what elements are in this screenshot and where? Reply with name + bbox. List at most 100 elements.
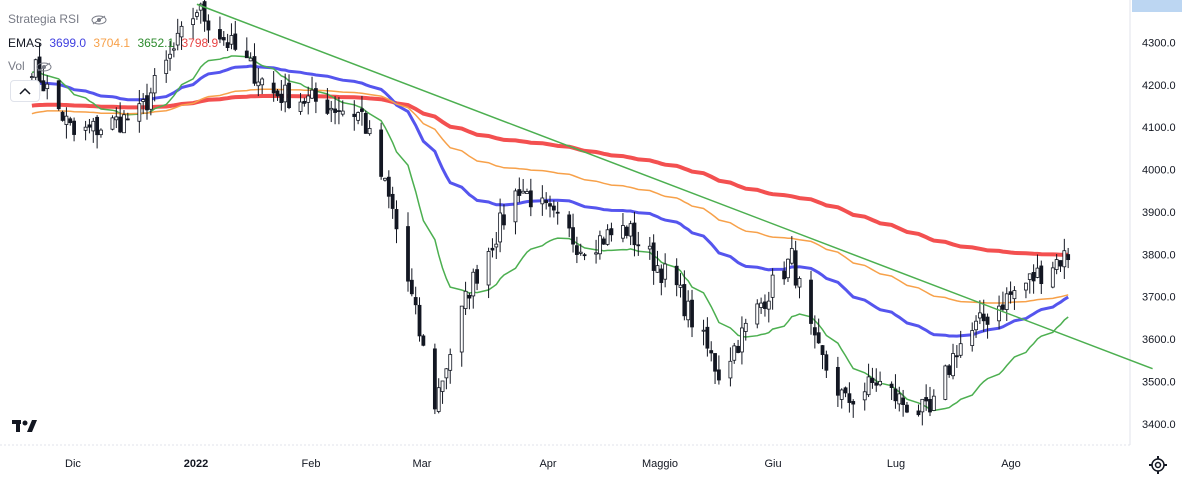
downtrend-line[interactable] xyxy=(196,3,1153,370)
ema-line-100 xyxy=(31,88,1069,304)
candle-body xyxy=(137,103,142,122)
candle-body xyxy=(498,212,503,243)
candle-body xyxy=(1027,273,1032,280)
candle-body xyxy=(141,99,146,102)
trendline-group[interactable] xyxy=(196,3,1153,370)
price-tick-label: 4100.0 xyxy=(1142,122,1176,134)
candle-body xyxy=(413,297,418,306)
candle-body xyxy=(68,118,73,124)
candle-body xyxy=(260,78,265,86)
candle-body xyxy=(490,247,495,251)
candle-body xyxy=(379,129,384,177)
candle-body xyxy=(333,108,337,113)
candle-body xyxy=(947,365,952,375)
candle-body xyxy=(816,332,821,344)
candle-body xyxy=(1050,267,1055,288)
time-tick-label: Mar xyxy=(413,458,432,470)
candle-body xyxy=(471,271,476,297)
legend-strategy-row[interactable]: Strategia RSI xyxy=(8,12,107,26)
candle-body xyxy=(766,300,771,310)
candle-body xyxy=(122,114,126,134)
hide-eye-icon[interactable] xyxy=(91,15,107,25)
candle-body xyxy=(436,387,441,412)
candle-body xyxy=(244,50,249,59)
candle-body xyxy=(835,366,840,396)
candle-body xyxy=(743,322,748,332)
candle-body xyxy=(981,313,986,322)
collapse-legend-button[interactable] xyxy=(10,80,40,102)
candle-body xyxy=(674,265,679,286)
candle-body xyxy=(83,126,88,131)
candle-body xyxy=(310,89,314,99)
candle-body xyxy=(1024,282,1028,291)
strategy-title: Strategia RSI xyxy=(8,12,80,26)
price-tick-label: 3500.0 xyxy=(1142,376,1176,388)
candle-body xyxy=(709,350,714,354)
candle-body xyxy=(198,3,203,11)
candle-body xyxy=(985,316,990,325)
candle-body xyxy=(525,191,529,194)
candle-body xyxy=(432,348,437,410)
candle-body xyxy=(325,99,330,114)
time-axis[interactable]: Dic 2022 Feb Mar Apr Maggio Giu Lug Ago xyxy=(65,458,1021,470)
candle-body xyxy=(221,37,226,41)
candle-body xyxy=(951,353,955,377)
price-axis[interactable]: 3400.0 3500.0 3600.0 3700.0 3800.0 3900.0 4000… xyxy=(1142,37,1176,430)
candle-body xyxy=(789,248,794,264)
candle-body xyxy=(686,300,691,321)
candle-body xyxy=(901,397,906,405)
candle-body xyxy=(356,112,361,121)
price-tick-label: 3400.0 xyxy=(1142,419,1176,431)
candle-body xyxy=(598,235,602,255)
candle-body xyxy=(997,305,1001,322)
candle-body xyxy=(847,393,852,403)
time-tick-label: Lug xyxy=(887,458,905,470)
candle-body xyxy=(494,243,499,248)
candle-body xyxy=(298,101,303,112)
ema-lines xyxy=(31,55,1069,412)
candle-body xyxy=(1004,293,1009,310)
candle-body xyxy=(555,211,560,214)
legend-ema-row[interactable]: EMAS 3699.0 3704.1 3652.1 3798.9 xyxy=(8,36,222,50)
candle-body xyxy=(421,335,426,346)
candle-body xyxy=(732,345,737,361)
candle-body xyxy=(475,269,479,284)
candle-body xyxy=(383,177,387,181)
candle-body xyxy=(164,59,169,74)
candle-body xyxy=(974,320,978,331)
candle-body xyxy=(682,284,687,317)
hide-vol-eye-icon[interactable] xyxy=(36,62,52,72)
candle-body xyxy=(56,80,61,110)
candle-body xyxy=(1058,260,1063,267)
candle-body xyxy=(91,120,96,132)
candle-body xyxy=(690,299,694,328)
candle-body xyxy=(41,80,46,92)
candle-body xyxy=(394,209,399,230)
candle-body xyxy=(843,387,848,394)
chevron-up-icon xyxy=(19,87,31,95)
time-tick-label: Feb xyxy=(302,458,321,470)
candle-body xyxy=(763,301,767,309)
candle-body xyxy=(628,223,633,237)
candle-body xyxy=(118,116,123,133)
candle-body xyxy=(1039,265,1044,285)
candle-body xyxy=(874,382,879,386)
legend-vol-row[interactable]: Vol xyxy=(8,59,52,73)
candle-body xyxy=(862,391,867,401)
gear-icon[interactable] xyxy=(1148,455,1168,475)
candle-body xyxy=(114,116,119,121)
candle-body xyxy=(64,115,69,125)
candle-body xyxy=(233,33,238,50)
candle-body xyxy=(367,128,372,135)
candle-body xyxy=(252,56,257,84)
candle-body xyxy=(271,82,276,94)
ema-line-20 xyxy=(31,55,1069,412)
candle-body xyxy=(248,57,253,62)
time-tick-label: Apr xyxy=(539,458,556,470)
time-tick-label: Ago xyxy=(1001,458,1021,470)
candle-body xyxy=(179,25,184,38)
candle-body xyxy=(740,327,744,353)
candle-body xyxy=(820,345,825,355)
candle-body xyxy=(839,389,844,400)
